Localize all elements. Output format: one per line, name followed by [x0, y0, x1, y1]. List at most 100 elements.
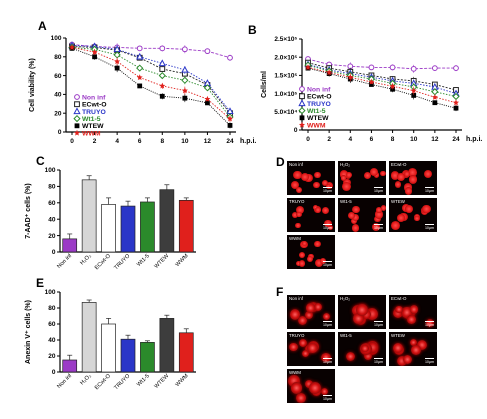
chart-a-legend-label: Wt1-5: [82, 116, 101, 123]
micrograph-d-scale-bar: 10µm: [424, 226, 434, 230]
panel-label-f: F: [276, 285, 283, 299]
micrograph-d-cell: [307, 255, 314, 263]
micrograph-d-cell: [314, 258, 323, 267]
chart-b-data-point: [452, 99, 460, 106]
panel-label-c: C: [36, 154, 45, 168]
chart-b-y-axis-label: Cells/ml: [261, 71, 268, 98]
chart-c-category-label: ECwt-O: [94, 253, 113, 272]
chart-c-bar: [81, 179, 97, 253]
micrograph-f-cell: [346, 352, 356, 362]
chart-a-legend-marker: [74, 94, 80, 100]
micrograph-d-cell: [295, 222, 301, 228]
chart-c-category-label: TRUYO: [113, 253, 132, 272]
chart-b-series-line: [307, 64, 457, 97]
chart-e-category-label: H₂O₂: [79, 373, 92, 386]
chart-c-y-tick-label: 0: [52, 249, 56, 256]
micrograph-f-cell: [296, 393, 306, 403]
chart-b-data-point: [431, 65, 438, 72]
micrograph-d-tile: TRUYO 10µm: [287, 198, 335, 232]
micrograph-d-cell: [322, 180, 329, 187]
panel-label-a: A: [38, 19, 47, 33]
chart-a-data-point: [181, 46, 188, 53]
micrograph-f-tile: H₂O₂ 10µm: [338, 295, 386, 329]
chart-b-legend-marker: [299, 115, 305, 121]
chart-c-y-tick-label: 60: [48, 200, 56, 207]
chart-c-y-tick-label: 20: [48, 233, 56, 240]
panel-label-b: B: [248, 23, 257, 37]
chart-b-legend-marker: [298, 106, 306, 115]
micrograph-f-cell: [393, 343, 404, 353]
micrograph-d-cell: [351, 224, 359, 232]
micrograph-d-cell: [298, 251, 305, 258]
chart-e-y-tick-label: 80: [48, 305, 56, 312]
chart-b-legend-marker: [299, 86, 305, 92]
micrograph-d-cell: [364, 172, 372, 180]
micrograph-f-cell: [304, 379, 313, 388]
chart-a-x-tick-label: 0: [70, 138, 74, 145]
chart-a-legend-label: Non inf: [82, 94, 106, 101]
micrograph-f-scale-bar: 10µm: [424, 360, 434, 364]
micrograph-f-scale-bar: 10µm: [322, 360, 332, 364]
chart-a-data-point: [114, 58, 121, 65]
micrograph-d-cell: [403, 171, 410, 178]
micrograph-f-cell: [411, 344, 422, 355]
chart-a-legend-label: WTEW: [82, 123, 104, 130]
chart-a-data-point: [159, 45, 166, 52]
micrograph-d-cell: [296, 211, 302, 218]
micrograph-f-cell: [393, 308, 404, 319]
chart-c-category-label: WWM: [175, 253, 190, 268]
chart-e-y-tick-label: 40: [48, 337, 56, 344]
chart-b-x-tick-label: 0: [306, 136, 310, 143]
micrograph-f-label: H₂O₂: [340, 296, 350, 301]
micrograph-f-cell: [360, 344, 369, 353]
chart-a-series-line: [71, 46, 231, 120]
chart-b-data-point: [369, 82, 374, 87]
chart-a-data-point: [158, 59, 166, 67]
chart-b-data-point: [389, 64, 396, 71]
chart-a-data-point: [159, 66, 166, 72]
micrograph-d-cell: [301, 240, 308, 247]
micrograph-d-tile: H₂O₂ 10µm: [338, 161, 386, 195]
micrograph-d-cell: [295, 260, 302, 266]
chart-a-data-point: [181, 65, 189, 73]
chart-a-x-tick-label: 12: [204, 138, 212, 145]
chart-c-category-label: Wt1-5: [136, 253, 151, 268]
micrograph-d-cell: [397, 214, 405, 222]
chart-b-series-line: [307, 66, 457, 104]
micrograph-f-cell: [289, 342, 298, 352]
micrograph-f-cell: [299, 339, 307, 348]
micrograph-f-cell: [353, 313, 364, 324]
chart-b-x-tick-label: 4: [348, 136, 352, 143]
micrograph-d-cell: [345, 172, 352, 179]
chart-a-legend-marker: [73, 114, 81, 123]
micrograph-f-cell: [288, 375, 300, 387]
micrograph-f-tile: Wt1-5 10µm: [338, 332, 386, 366]
micrograph-f-cell: [401, 306, 413, 319]
chart-b-legend-label: WWM: [307, 122, 326, 129]
chart-a-series-line: [71, 46, 231, 114]
micrograph-f-tile: ECwt-O 10µm: [389, 295, 437, 329]
micrograph-d-cell: [295, 206, 305, 215]
chart-c-bar: [159, 189, 175, 253]
micrograph-d-cell: [374, 209, 384, 219]
micrograph-f-cell: [367, 342, 379, 354]
micrograph-f-cell: [313, 303, 322, 312]
chart-e-bar: [101, 323, 116, 373]
micrograph-f-tile: TRUYO 10µm: [287, 332, 335, 366]
micrograph-f-cell: [320, 388, 329, 396]
chart-b-data-point: [432, 100, 438, 106]
chart-a-data-point: [159, 82, 166, 89]
chart-a-data-point: [227, 123, 233, 128]
chart-a-data-point: [92, 54, 97, 60]
micrograph-f-scale-bar: 10µm: [322, 397, 332, 401]
micrograph-f-cell: [397, 355, 408, 366]
micrograph-d-cell: [375, 207, 382, 213]
micrograph-d-scale-bar: 10µm: [373, 226, 383, 230]
chart-a-series-line: [71, 47, 231, 126]
micrograph-d-cell: [397, 172, 405, 181]
micrograph-f-cell: [407, 315, 416, 324]
micrograph-d-cell: [342, 182, 352, 192]
micrograph-d-label: ECwt-O: [391, 162, 407, 167]
micrograph-f-cell: [308, 381, 321, 394]
panel-label-e: E: [36, 276, 44, 290]
